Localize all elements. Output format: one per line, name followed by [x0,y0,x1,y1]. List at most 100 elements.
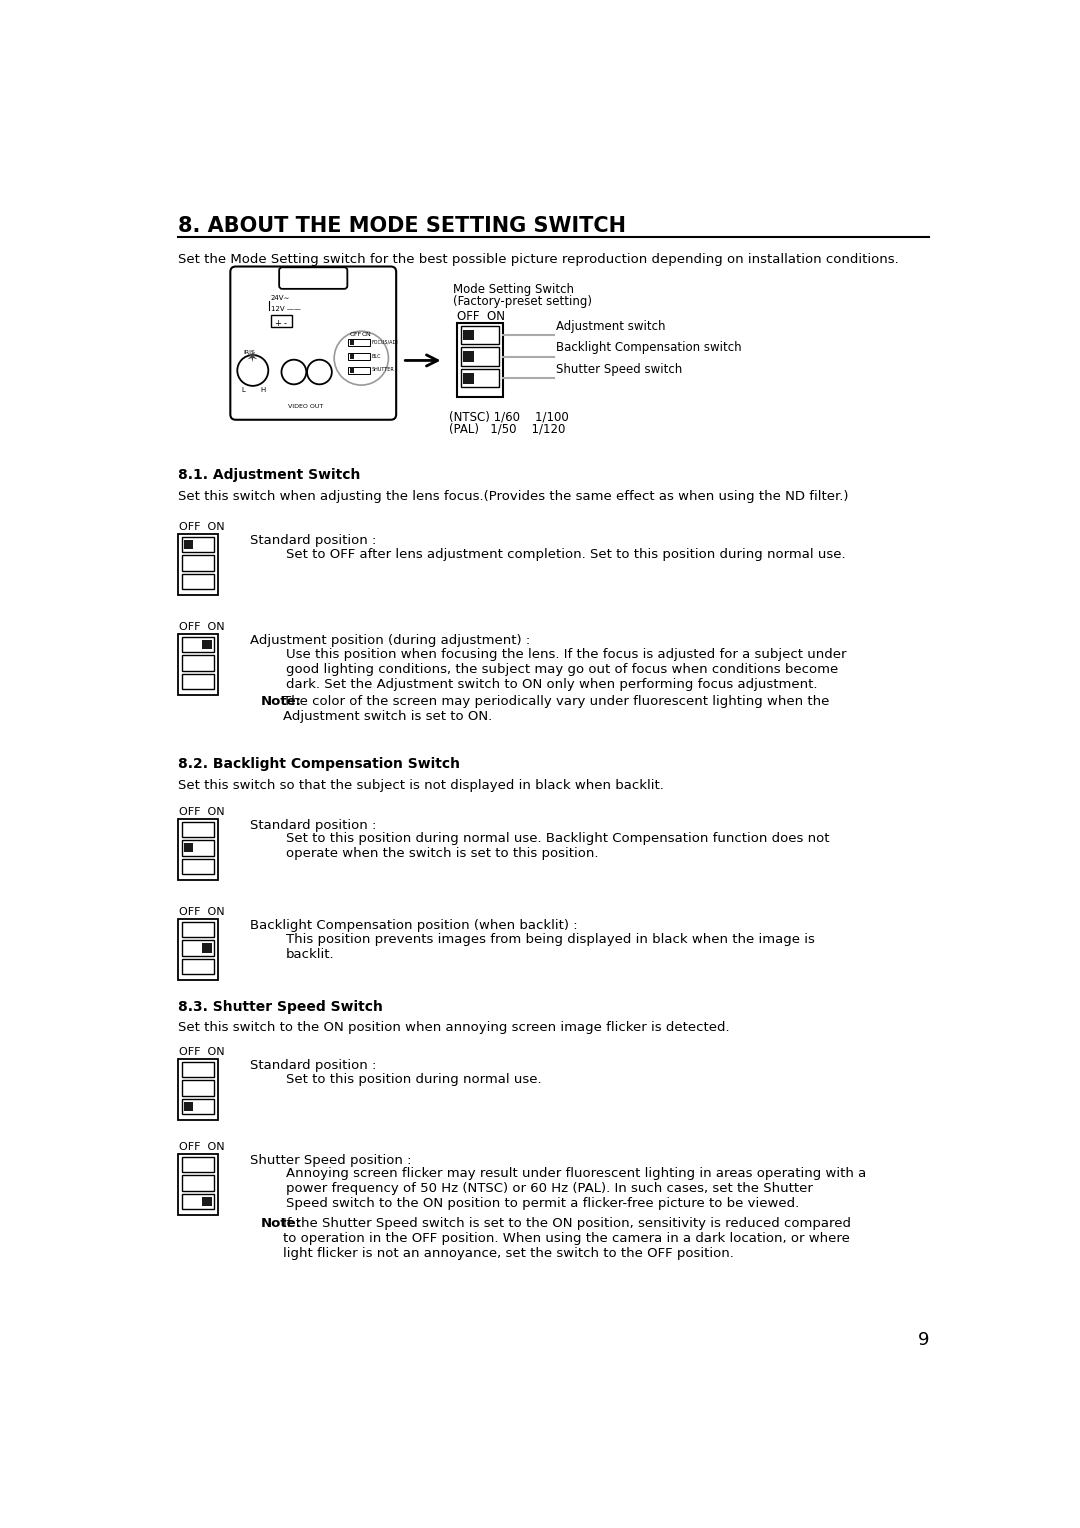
Bar [348,339,369,345]
Text: IRIS: IRIS [243,350,255,356]
Bar [463,330,474,341]
Bar [463,373,474,384]
Bar [181,1080,214,1096]
Text: +: + [274,319,282,329]
Bar [460,368,499,388]
Bar [181,573,214,590]
Text: OFF  ON: OFF ON [179,807,225,817]
Bar [177,1154,218,1215]
Text: Set to this position during normal use.: Set to this position during normal use. [286,1073,542,1086]
Text: Backlight Compensation switch: Backlight Compensation switch [556,341,742,354]
Text: ✶: ✶ [246,350,258,365]
Bar [181,555,214,570]
Bar [177,533,218,596]
Bar [460,347,499,365]
Text: BLC: BLC [372,353,381,359]
Text: Standard position :: Standard position : [249,819,376,831]
Bar [181,958,214,975]
Text: (Factory-preset setting): (Factory-preset setting) [453,295,592,309]
Bar [463,351,474,362]
Text: (PAL)   1/50    1/120: (PAL) 1/50 1/120 [449,423,565,435]
Text: (NTSC) 1/60    1/100: (NTSC) 1/60 1/100 [449,411,569,423]
Text: 24V∼: 24V∼ [271,295,291,301]
Bar [202,1196,212,1206]
Bar [348,353,369,359]
Text: Adjustment position (during adjustment) :: Adjustment position (during adjustment) … [249,634,530,646]
Text: 12V ——: 12V —— [271,306,300,312]
Bar [181,921,214,937]
Bar [271,315,293,327]
Bar [457,322,503,397]
Bar [202,640,212,649]
Bar [181,1193,214,1209]
Text: The color of the screen may periodically vary under fluorescent lighting when th: The color of the screen may periodically… [283,695,829,723]
Text: VIDEO OUT: VIDEO OUT [288,405,324,410]
Text: 8. ABOUT THE MODE SETTING SWITCH: 8. ABOUT THE MODE SETTING SWITCH [177,215,625,235]
Bar [181,1062,214,1077]
Text: Mode Setting Switch: Mode Setting Switch [453,284,573,296]
Text: H: H [260,388,266,393]
Text: -: - [284,319,287,329]
Text: Shutter Speed switch: Shutter Speed switch [556,362,683,376]
Bar [181,536,214,552]
Bar [350,367,354,373]
Bar [177,634,218,695]
FancyBboxPatch shape [279,267,348,289]
Bar [181,859,214,874]
Bar [202,943,212,952]
Text: 8.3. Shutter Speed Switch: 8.3. Shutter Speed Switch [177,999,382,1013]
Text: Set this switch when adjusting the lens focus.(Provides the same effect as when : Set this switch when adjusting the lens … [177,490,848,503]
Text: OFF  ON: OFF ON [179,1047,225,1057]
Bar [184,843,193,853]
Text: Note:: Note: [260,1216,301,1230]
Text: Set the Mode Setting switch for the best possible picture reproduction depending: Set the Mode Setting switch for the best… [177,252,899,266]
Text: Standard position :: Standard position : [249,1059,376,1071]
Text: Shutter Speed position :: Shutter Speed position : [249,1154,411,1166]
Text: 8.1. Adjustment Switch: 8.1. Adjustment Switch [177,468,360,483]
Text: OFF  ON: OFF ON [179,622,225,633]
Bar [184,539,193,549]
Text: Use this position when focusing the lens. If the focus is adjusted for a subject: Use this position when focusing the lens… [286,648,847,691]
Text: ON: ON [362,332,372,338]
Bar [181,822,214,837]
Text: FOCUS/ADJ: FOCUS/ADJ [372,339,399,345]
Bar [181,1157,214,1172]
Bar [181,656,214,671]
Bar [181,840,214,856]
Text: If the Shutter Speed switch is set to the ON position, sensitivity is reduced co: If the Shutter Speed switch is set to th… [283,1216,851,1259]
Text: Backlight Compensation position (when backlit) :: Backlight Compensation position (when ba… [249,918,578,932]
Bar [177,1059,218,1120]
Text: OFF  ON: OFF ON [179,523,225,532]
Text: Note:: Note: [260,695,301,709]
Bar [177,918,218,981]
FancyBboxPatch shape [230,266,396,420]
Bar [181,940,214,955]
FancyArrowPatch shape [405,354,437,367]
Text: OFF  ON: OFF ON [457,310,504,324]
Bar [177,819,218,880]
Bar [184,1102,193,1111]
Text: Annoying screen flicker may result under fluorescent lighting in areas operating: Annoying screen flicker may result under… [286,1167,866,1210]
Text: L: L [241,388,245,393]
Text: OFF  ON: OFF ON [179,1141,225,1152]
Text: This position prevents images from being displayed in black when the image is
ba: This position prevents images from being… [286,932,815,961]
Text: OFF  ON: OFF ON [179,908,225,917]
Text: OFF: OFF [350,332,362,338]
Bar [350,353,354,359]
Text: Set to this position during normal use. Backlight Compensation function does not: Set to this position during normal use. … [286,833,829,860]
Text: SHUTTER: SHUTTER [372,367,394,373]
Text: Set to OFF after lens adjustment completion. Set to this position during normal : Set to OFF after lens adjustment complet… [286,547,846,561]
Bar [348,367,369,373]
Text: Adjustment switch: Adjustment switch [556,319,665,333]
Bar [181,637,214,652]
Text: 8.2. Backlight Compensation Switch: 8.2. Backlight Compensation Switch [177,756,460,772]
Bar [181,674,214,689]
Text: Standard position :: Standard position : [249,533,376,547]
Text: Set this switch to the ON position when annoying screen image flicker is detecte: Set this switch to the ON position when … [177,1021,729,1034]
Bar [460,325,499,344]
Text: Set this switch so that the subject is not displayed in black when backlit.: Set this switch so that the subject is n… [177,779,663,792]
Bar [350,339,354,345]
Text: 9: 9 [918,1331,930,1349]
Bar [181,1099,214,1114]
Bar [181,1175,214,1190]
